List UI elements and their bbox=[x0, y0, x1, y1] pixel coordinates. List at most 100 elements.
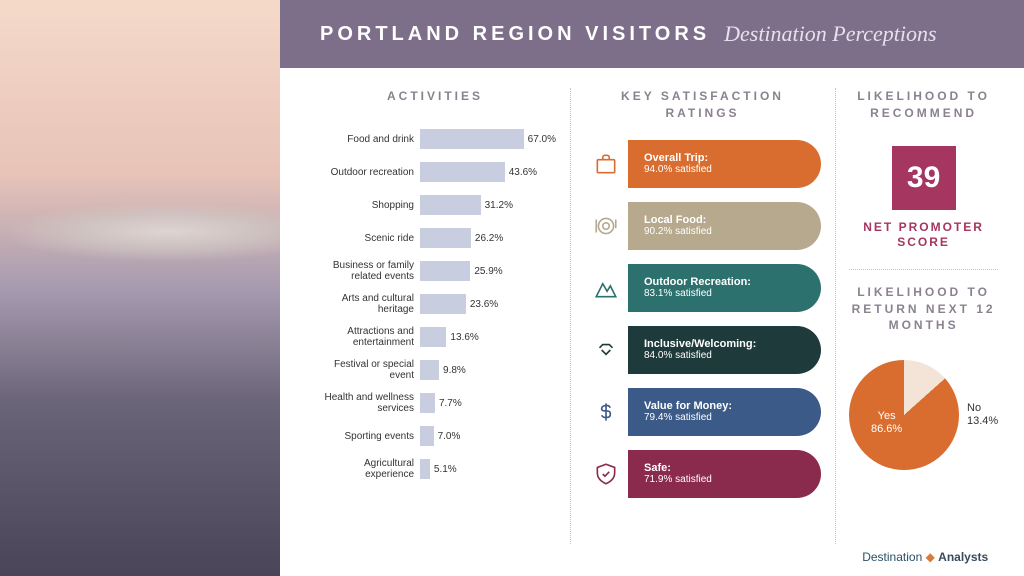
satisfaction-value: 83.1% satisfied bbox=[644, 288, 821, 299]
hero-photo bbox=[0, 0, 280, 576]
return-pie-wrap: Yes 86.6% No 13.4% bbox=[849, 360, 998, 470]
nps-score-box: 39 bbox=[892, 146, 956, 210]
activity-row: Sporting events7.0% bbox=[314, 420, 556, 453]
activity-row: Agricultural experience 5.1% bbox=[314, 453, 556, 486]
satisfaction-value: 79.4% satisfied bbox=[644, 412, 821, 423]
shield-icon bbox=[584, 461, 628, 487]
satisfaction-pill: Overall Trip:94.0% satisfied bbox=[628, 140, 821, 188]
activities-panel: ACTIVITIES Food and drink 67.0% Outdoor re… bbox=[300, 88, 570, 564]
satisfaction-row: Outdoor Recreation:83.1% satisfied bbox=[584, 264, 821, 312]
activity-bar bbox=[420, 261, 470, 281]
activity-value: 43.6% bbox=[509, 167, 537, 178]
activity-value: 7.0% bbox=[438, 431, 461, 442]
activity-row: Business or family related events 25.9% bbox=[314, 255, 556, 288]
activity-label: Health and wellness services bbox=[314, 392, 414, 415]
satisfaction-name: Outdoor Recreation: bbox=[644, 276, 821, 288]
satisfaction-row: Safe:71.9% satisfied bbox=[584, 450, 821, 498]
activity-bar bbox=[420, 459, 430, 479]
activity-bar bbox=[420, 228, 471, 248]
plate-icon bbox=[584, 213, 628, 239]
activity-bar bbox=[420, 195, 481, 215]
activity-value: 25.9% bbox=[474, 266, 502, 277]
satisfaction-panel: KEY SATISFACTION RATINGS Overall Trip:94… bbox=[570, 88, 835, 564]
header-bar: PORTLAND REGION VISITORS Destination Per… bbox=[280, 0, 1024, 68]
right-panel: LIKELIHOOD TO RECOMMEND 39 NET PROMOTER … bbox=[835, 88, 1012, 564]
panels: ACTIVITIES Food and drink 67.0% Outdoor re… bbox=[280, 68, 1024, 576]
pie-no-label: No 13.4% bbox=[967, 402, 998, 428]
activity-value: 23.6% bbox=[470, 299, 498, 310]
activities-chart: Food and drink 67.0% Outdoor recreation 43.… bbox=[314, 123, 556, 486]
activity-bar bbox=[420, 393, 435, 413]
satisfaction-pill: Local Food:90.2% satisfied bbox=[628, 202, 821, 250]
activity-label: Attractions and entertainment bbox=[314, 326, 414, 349]
activity-bar bbox=[420, 294, 466, 314]
pie-yes-label: Yes 86.6% bbox=[871, 410, 902, 436]
satisfaction-row: Overall Trip:94.0% satisfied bbox=[584, 140, 821, 188]
activities-title: ACTIVITIES bbox=[314, 88, 556, 105]
activity-value: 13.6% bbox=[450, 332, 478, 343]
nps-title: LIKELIHOOD TO RECOMMEND bbox=[849, 88, 998, 122]
header-subtitle: Destination Perceptions bbox=[724, 21, 936, 47]
activity-row: Arts and cultural heritage 23.6% bbox=[314, 288, 556, 321]
satisfaction-row: Value for Money:79.4% satisfied bbox=[584, 388, 821, 436]
activity-row: Outdoor recreation 43.6% bbox=[314, 156, 556, 189]
footer-brand2: Analysts bbox=[938, 550, 988, 564]
activity-bar bbox=[420, 162, 505, 182]
activity-value: 9.8% bbox=[443, 365, 466, 376]
satisfaction-name: Inclusive/Welcoming: bbox=[644, 338, 821, 350]
activity-row: Food and drink 67.0% bbox=[314, 123, 556, 156]
activity-label: Arts and cultural heritage bbox=[314, 293, 414, 316]
activity-row: Health and wellness services 7.7% bbox=[314, 387, 556, 420]
satisfaction-name: Safe: bbox=[644, 462, 821, 474]
dollar-icon bbox=[584, 399, 628, 425]
satisfaction-pill: Value for Money:79.4% satisfied bbox=[628, 388, 821, 436]
divider bbox=[849, 269, 998, 270]
activity-bar bbox=[420, 129, 524, 149]
mountain-icon bbox=[584, 275, 628, 301]
activity-label: Scenic ride bbox=[314, 233, 414, 245]
satisfaction-value: 90.2% satisfied bbox=[644, 226, 821, 237]
satisfaction-pill: Inclusive/Welcoming:84.0% satisfied bbox=[628, 326, 821, 374]
satisfaction-row: Inclusive/Welcoming:84.0% satisfied bbox=[584, 326, 821, 374]
activity-bar bbox=[420, 327, 446, 347]
activity-bar bbox=[420, 426, 434, 446]
satisfaction-name: Local Food: bbox=[644, 214, 821, 226]
activity-label: Outdoor recreation bbox=[314, 167, 414, 179]
satisfaction-value: 71.9% satisfied bbox=[644, 474, 821, 485]
footer-logo: Destination ◆ Analysts bbox=[849, 550, 998, 564]
activity-value: 31.2% bbox=[485, 200, 513, 211]
activity-label: Food and drink bbox=[314, 134, 414, 146]
activity-row: Attractions and entertainment 13.6% bbox=[314, 321, 556, 354]
activity-row: Festival or special event 9.8% bbox=[314, 354, 556, 387]
nps-score: 39 bbox=[907, 161, 940, 195]
activity-label: Shopping bbox=[314, 200, 414, 212]
content-area: PORTLAND REGION VISITORS Destination Per… bbox=[280, 0, 1024, 576]
satisfaction-value: 94.0% satisfied bbox=[644, 164, 821, 175]
activity-label: Festival or special event bbox=[314, 359, 414, 382]
nps-label: NET PROMOTER SCORE bbox=[849, 220, 998, 251]
return-title: LIKELIHOOD TO RETURN NEXT 12 MONTHS bbox=[849, 284, 998, 334]
return-pie: Yes 86.6% bbox=[849, 360, 959, 470]
activity-bar bbox=[420, 360, 439, 380]
activity-label: Agricultural experience bbox=[314, 458, 414, 481]
activity-value: 5.1% bbox=[434, 464, 457, 475]
header-title: PORTLAND REGION VISITORS bbox=[320, 23, 710, 46]
activity-row: Scenic ride 26.2% bbox=[314, 222, 556, 255]
activity-value: 7.7% bbox=[439, 398, 462, 409]
satisfaction-name: Overall Trip: bbox=[644, 152, 821, 164]
satisfaction-row: Local Food:90.2% satisfied bbox=[584, 202, 821, 250]
satisfaction-list: Overall Trip:94.0% satisfiedLocal Food:9… bbox=[584, 140, 821, 498]
satisfaction-pill: Safe:71.9% satisfied bbox=[628, 450, 821, 498]
activity-value: 26.2% bbox=[475, 233, 503, 244]
footer-brand1: Destination bbox=[862, 550, 922, 564]
handshake-icon bbox=[584, 337, 628, 363]
satisfaction-name: Value for Money: bbox=[644, 400, 821, 412]
activity-label: Business or family related events bbox=[314, 260, 414, 283]
satisfaction-title: KEY SATISFACTION RATINGS bbox=[584, 88, 821, 122]
satisfaction-value: 84.0% satisfied bbox=[644, 350, 821, 361]
satisfaction-pill: Outdoor Recreation:83.1% satisfied bbox=[628, 264, 821, 312]
activity-value: 67.0% bbox=[528, 134, 556, 145]
activity-row: Shopping 31.2% bbox=[314, 189, 556, 222]
suitcase-icon bbox=[584, 151, 628, 177]
diamond-icon: ◆ bbox=[926, 550, 935, 564]
